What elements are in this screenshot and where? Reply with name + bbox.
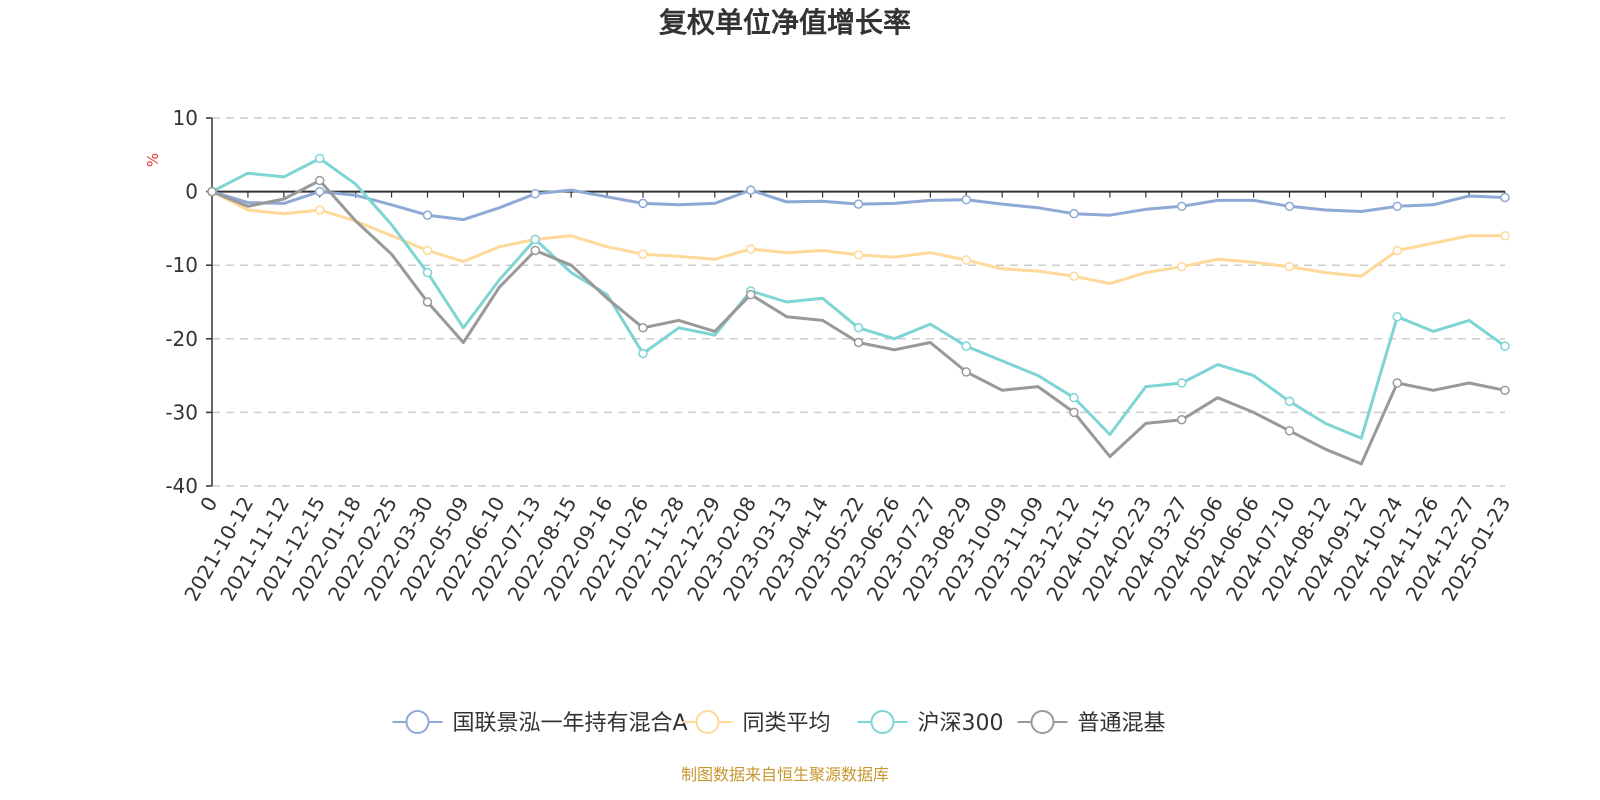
data-point	[1284, 396, 1295, 407]
data-source-note: 制图数据来自恒生聚源数据库	[681, 765, 889, 784]
series-lines	[207, 153, 1510, 466]
data-point	[1177, 201, 1187, 212]
legend[interactable]: 国联景泓一年持有混合A 同类平均 沪深300 普通混基	[392, 710, 1166, 736]
data-point	[961, 341, 971, 351]
chart-title: 复权单位净值增长率	[659, 6, 911, 39]
data-point	[1177, 415, 1187, 425]
y-tick-label: -10	[165, 253, 198, 277]
y-tick-label: -20	[165, 327, 198, 351]
data-point	[530, 245, 540, 256]
grid-lines	[212, 117, 1505, 487]
data-point	[1069, 208, 1079, 219]
data-point	[853, 199, 864, 209]
legend-item[interactable]: 同类平均	[682, 710, 831, 736]
data-point	[1177, 261, 1187, 272]
y-axis-unit-label: %	[144, 153, 162, 167]
data-point	[422, 297, 433, 307]
data-point	[638, 348, 648, 359]
series-line	[211, 179, 1506, 466]
y-tick-label: -40	[165, 474, 198, 498]
data-point	[1069, 392, 1079, 403]
data-point	[1284, 261, 1295, 272]
data-point	[1177, 378, 1187, 388]
legend-item[interactable]: 国联景泓一年持有混合A	[392, 710, 688, 736]
data-point	[853, 337, 864, 348]
data-point	[1500, 341, 1510, 351]
data-point	[1392, 311, 1402, 322]
data-point	[315, 175, 325, 186]
data-point	[961, 367, 971, 377]
axes: 100-10-20-30-4002021-10-122021-11-122021…	[165, 106, 1515, 605]
x-tick-label: 0	[195, 493, 222, 516]
data-point	[638, 323, 648, 333]
data-point	[746, 244, 756, 254]
data-point	[1069, 407, 1079, 418]
legend-marker-icon	[695, 710, 720, 734]
data-point	[1392, 245, 1402, 256]
y-tick-label: 0	[185, 180, 198, 204]
data-point	[1500, 385, 1510, 396]
data-point	[207, 186, 217, 197]
data-point	[638, 198, 648, 209]
data-point	[1069, 271, 1079, 281]
data-point	[961, 194, 971, 205]
y-tick-label: 10	[173, 106, 198, 130]
data-point	[315, 153, 325, 164]
data-point	[530, 234, 540, 245]
data-point	[853, 250, 864, 260]
legend-label: 同类平均	[743, 711, 831, 736]
data-point	[1500, 192, 1510, 203]
y-tick-label: -30	[165, 400, 198, 424]
data-point	[1392, 201, 1402, 212]
legend-label: 普通混基	[1078, 711, 1166, 736]
legend-label: 沪深300	[918, 711, 1004, 736]
legend-marker-icon	[1030, 710, 1055, 734]
data-point	[1284, 201, 1295, 212]
legend-marker-icon	[405, 710, 430, 734]
legend-marker-icon	[870, 710, 895, 734]
data-point	[1284, 426, 1295, 436]
data-point	[853, 323, 864, 333]
data-point	[530, 189, 540, 199]
legend-item[interactable]: 普通混基	[1017, 710, 1166, 736]
legend-item[interactable]: 沪深300	[857, 710, 1004, 736]
data-point	[746, 185, 756, 195]
data-point	[422, 267, 433, 278]
legend-label: 国联景泓一年持有混合A	[453, 711, 688, 736]
data-point	[315, 186, 325, 197]
data-point	[315, 205, 325, 215]
data-point	[961, 255, 971, 265]
data-point	[746, 289, 756, 300]
data-point	[638, 249, 648, 259]
data-point	[422, 210, 433, 220]
data-point	[422, 245, 433, 256]
data-point	[1392, 378, 1402, 388]
data-point	[1500, 231, 1510, 241]
